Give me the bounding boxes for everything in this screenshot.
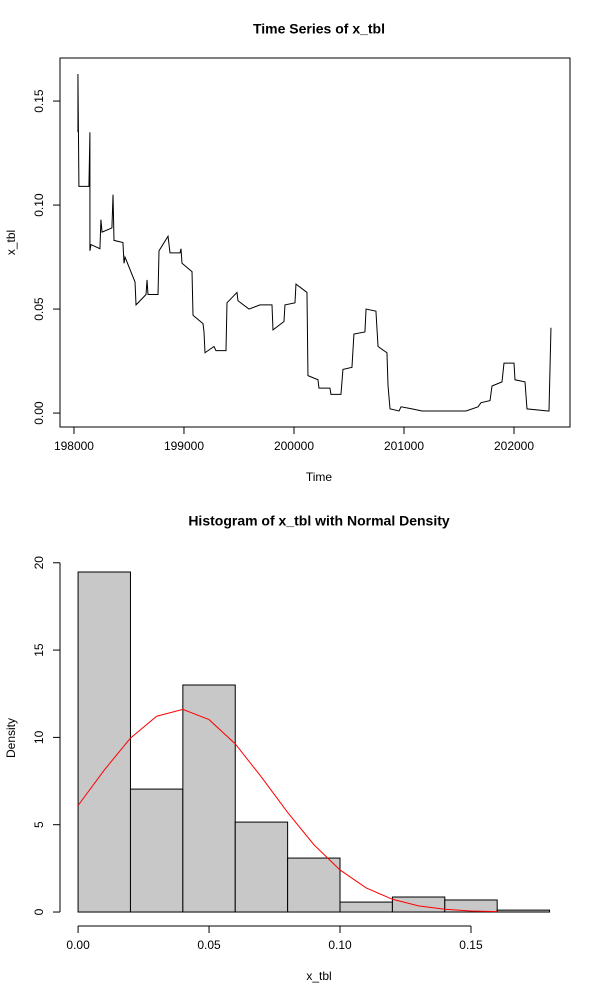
y-axis-label: Density xyxy=(4,718,18,758)
x-axis-label: x_tbl xyxy=(306,969,331,983)
y-tick-label: 0 xyxy=(32,908,46,915)
x-tick-label: 199000 xyxy=(164,439,204,453)
histogram-bar xyxy=(391,896,446,913)
histogram-bar xyxy=(287,857,341,913)
x-tick-label: 0.15 xyxy=(459,938,483,952)
histogram-bar xyxy=(182,684,236,913)
y-tick-label: 0.10 xyxy=(32,193,46,217)
x-tick-label: 0.00 xyxy=(66,938,90,952)
density-curve xyxy=(77,708,498,913)
x-tick-label: 0.05 xyxy=(197,938,221,952)
y-tick-label: 0.15 xyxy=(32,89,46,113)
y-tick-label: 10 xyxy=(32,730,46,744)
x-axis-label: Time xyxy=(306,470,333,484)
x-tick-label: 0.10 xyxy=(328,938,352,952)
x-tick-label: 198000 xyxy=(54,439,94,453)
x-tick-label: 202000 xyxy=(494,439,534,453)
histogram-bar xyxy=(444,899,498,913)
histogram-bar xyxy=(339,901,393,913)
histogram-bar xyxy=(496,909,551,913)
series-line xyxy=(77,74,552,412)
x-tick-label: 201000 xyxy=(384,439,424,453)
y-tick-label: 5 xyxy=(32,821,46,828)
y-tick-label: 0.05 xyxy=(32,297,46,321)
histogram-bar xyxy=(129,788,184,913)
y-axis-label: x_tbl xyxy=(4,230,18,255)
histogram-bar xyxy=(77,571,131,913)
plot-box xyxy=(59,57,571,428)
histogram-bar xyxy=(234,821,289,913)
y-tick-label: 0.00 xyxy=(32,401,46,425)
chart-title: Time Series of x_tbl xyxy=(253,21,385,37)
y-tick-label: 20 xyxy=(32,556,46,570)
x-tick-label: 200000 xyxy=(274,439,314,453)
y-tick-label: 15 xyxy=(32,643,46,657)
chart-title: Histogram of x_tbl with Normal Density xyxy=(188,513,450,529)
